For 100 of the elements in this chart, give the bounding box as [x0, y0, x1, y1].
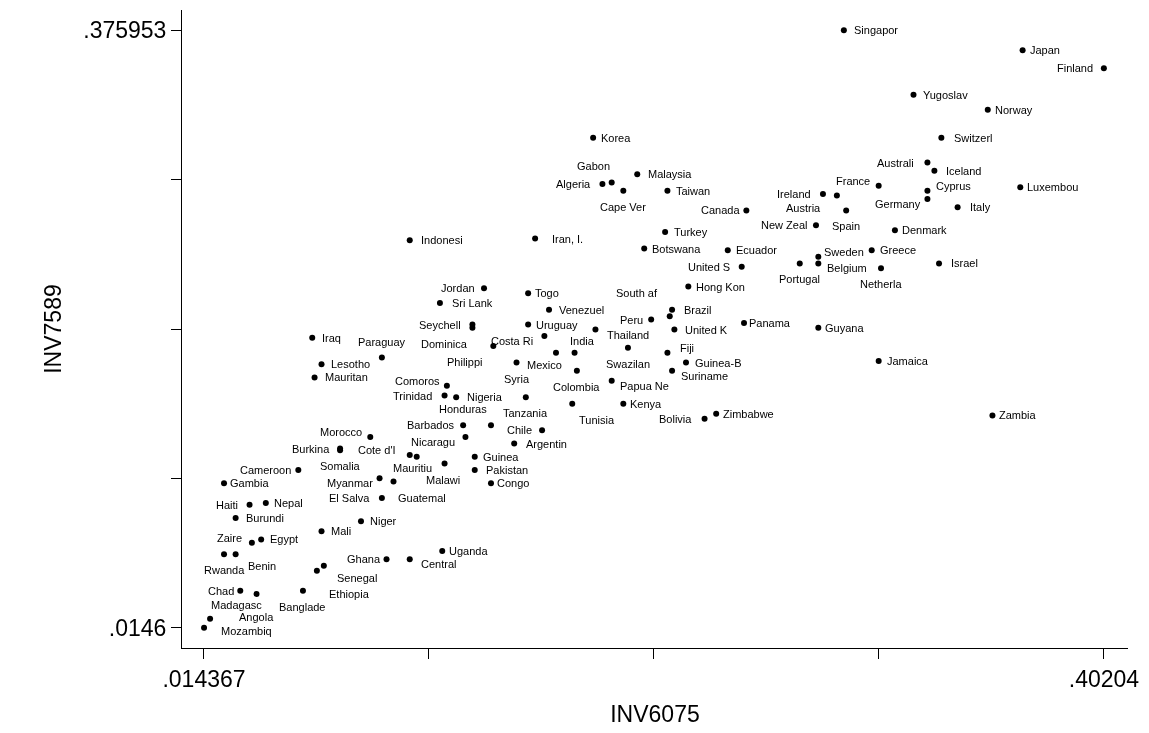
data-label: Ghana: [347, 553, 381, 565]
data-label: India: [570, 335, 595, 347]
data-label: Thailand: [607, 329, 650, 341]
data-label: Benin: [248, 560, 277, 572]
data-label: Rwanda: [204, 564, 246, 576]
y-tick-label: .375953: [83, 17, 167, 44]
data-label: Indonesi: [421, 234, 463, 246]
data-label: Egypt: [270, 533, 299, 545]
data-label: Nepal: [274, 497, 303, 509]
data-label: Spain: [832, 220, 861, 232]
data-label: South af: [616, 287, 658, 299]
y-tick-label: .0146: [108, 614, 167, 641]
data-label: France: [836, 175, 871, 187]
data-label: Malawi: [426, 474, 461, 486]
data-label: Bolivia: [659, 413, 693, 425]
data-label: Brazil: [684, 304, 712, 316]
data-label: Venezuel: [559, 304, 605, 316]
data-label: Mauritiu: [393, 462, 433, 474]
data-label: Zaire: [217, 532, 243, 544]
data-label: Argentin: [526, 438, 567, 450]
data-label: Iceland: [946, 165, 982, 177]
data-label: Banglade: [279, 601, 326, 613]
data-label: Malaysia: [648, 168, 693, 180]
data-label: Algeria: [556, 178, 592, 190]
data-label: Guinea-B: [695, 357, 742, 369]
data-label: Iran, I.: [552, 233, 584, 245]
data-label: Botswana: [652, 243, 702, 255]
data-label: Dominica: [421, 338, 468, 350]
data-label: Portugal: [779, 273, 820, 285]
data-label: El Salva: [329, 492, 371, 504]
data-label: Barbados: [407, 419, 455, 431]
data-label: Germany: [875, 198, 921, 210]
data-label: Gambia: [230, 477, 270, 489]
data-label: United S: [688, 261, 731, 273]
data-label: Panama: [749, 317, 791, 329]
data-label: Finland: [1057, 62, 1094, 74]
data-label: Switzerl: [954, 132, 993, 144]
y-axis-title: INV7589: [39, 284, 66, 374]
data-label: Trinidad: [393, 390, 433, 402]
data-label: Taiwan: [676, 185, 711, 197]
data-label: Yugoslav: [923, 89, 969, 101]
data-label: Gabon: [577, 160, 611, 172]
data-label: Tanzania: [503, 407, 548, 419]
data-label: Haiti: [216, 499, 239, 511]
data-label: Uganda: [449, 545, 489, 557]
data-label: Congo: [497, 477, 530, 489]
data-label: Somalia: [320, 460, 361, 472]
data-label: Guatemal: [398, 492, 446, 504]
data-label: Mexico: [527, 359, 562, 371]
data-label: Swazilan: [606, 358, 651, 370]
data-label: Jordan: [441, 282, 475, 294]
data-label: Ethiopia: [329, 588, 370, 600]
data-label: Cape Ver: [600, 201, 647, 213]
data-label: Ecuador: [736, 244, 778, 256]
data-label: Mali: [331, 525, 352, 537]
data-label: Iraq: [322, 332, 341, 344]
data-label: Zambia: [999, 409, 1037, 421]
data-label: Singapor: [854, 24, 899, 36]
data-label: Uruguay: [536, 319, 579, 331]
data-label: Belgium: [827, 262, 867, 274]
data-label: Canada: [701, 204, 741, 216]
data-label: Mauritan: [325, 371, 368, 383]
data-label: Nicaragu: [411, 436, 456, 448]
x-tick-label: .40204: [1068, 665, 1140, 692]
data-label: Burundi: [246, 512, 284, 524]
data-label: Korea: [601, 132, 632, 144]
data-label: Cyprus: [936, 180, 972, 192]
data-label: Honduras: [439, 403, 488, 415]
data-label: Zimbabwe: [723, 408, 774, 420]
data-label: Peru: [620, 314, 644, 326]
data-label: Italy: [970, 201, 991, 213]
x-tick-label: .014367: [162, 665, 246, 692]
data-label: Paraguay: [358, 336, 406, 348]
data-label: Central: [421, 558, 457, 570]
data-label: Norway: [995, 104, 1033, 116]
data-label: Australi: [877, 157, 914, 169]
data-label: Luxembou: [1027, 181, 1079, 193]
data-label: Sweden: [824, 246, 864, 258]
data-label: Costa Ri: [491, 335, 534, 347]
data-label: Kenya: [630, 398, 663, 410]
data-label: Nigeria: [467, 391, 503, 403]
data-label: Philippi: [447, 356, 483, 368]
data-label: Greece: [880, 244, 917, 256]
data-label: Pakistan: [486, 464, 529, 476]
data-label: New Zeal: [761, 219, 808, 231]
data-label: Jamaica: [887, 355, 929, 367]
data-label: Niger: [370, 515, 397, 527]
data-label: Denmark: [902, 224, 948, 236]
data-label: Netherla: [860, 278, 903, 290]
data-label: Fiji: [680, 342, 695, 354]
data-label: Guyana: [825, 322, 865, 334]
data-label: Chile: [507, 424, 533, 436]
data-label: Japan: [1030, 44, 1060, 56]
data-label: United K: [685, 324, 728, 336]
data-label: Ireland: [777, 188, 811, 200]
data-label: Hong Kon: [696, 281, 745, 293]
data-label: Madagasc: [211, 599, 263, 611]
data-label: Comoros: [395, 375, 441, 387]
data-label: Angola: [239, 611, 275, 623]
data-label: Sri Lank: [452, 297, 493, 309]
